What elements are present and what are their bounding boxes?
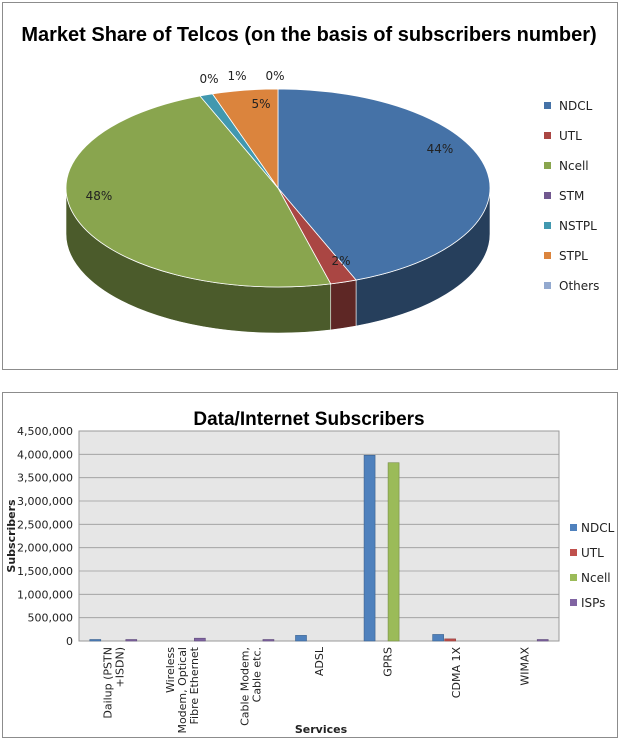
bar-utl-5 [444,638,456,642]
pie-legend-swatch-ncell [544,162,551,169]
x-category-label-line: WIMAX [519,647,532,686]
pie-label-ncell: 48% [86,189,113,203]
pie-legend-label-others: Others [559,279,599,293]
x-category-label-line: +ISDN) [113,647,126,687]
pie-label-ndcl: 44% [427,142,454,156]
x-category-label-line: ADSL [313,646,326,676]
y-tick-label: 1,500,000 [17,565,73,578]
bar-ncell-4 [387,462,400,642]
subscribers-chart-panel: Data/Internet Subscribers 0 500,000 1,000,0… [2,392,618,738]
pie-legend-label-stpl: STPL [559,249,588,263]
bar-legend: NDCL UTL Ncell ISPs [570,521,615,610]
bar-legend-swatch-ncell [570,574,577,581]
x-category-label-line: Modem, Optical [176,647,189,734]
pie-legend-swatch-stm [544,192,551,199]
bars [89,454,549,642]
x-category-label: ADSL [313,646,326,676]
bar-legend-swatch-ndcl [570,524,577,531]
pie-label-others: 0% [265,69,284,83]
data-internet-bar-chart: Data/Internet Subscribers 0 500,000 1,000,0… [5,409,615,736]
pie-slice-stpl [211,88,279,190]
pie-legend: NDCL UTL Ncell STM NSTPL STPL Others [544,99,599,293]
bar-isps-0 [125,639,138,642]
x-category-label-line: CDMA 1X [450,647,463,699]
bar-ndcl-0 [89,639,102,642]
pie-legend-label-utl: UTL [559,129,582,143]
x-category-label-line: Cable etc. [250,647,263,702]
y-tick-label: 2,000,000 [17,542,73,555]
market-share-pie-chart: Market Share of Telcos (on the basis of … [21,24,599,334]
pie-legend-swatch-nstpl [544,222,551,229]
pie-label-stm: 0% [199,72,218,86]
pie-legend-label-nstpl: NSTPL [559,219,597,233]
bar-isps-1 [194,637,206,642]
x-category-label-line: GPRS [382,647,395,677]
market-share-chart-panel: Market Share of Telcos (on the basis of … [2,2,618,370]
x-axis-title: Services [295,723,348,736]
plot-area [78,430,560,642]
bar-legend-label-isps: ISPs [581,596,605,610]
pie-slices [65,88,491,288]
pie-legend-label-ncell: Ncell [559,159,589,173]
y-tick-label: 4,000,000 [17,448,73,461]
pie-legend-swatch-ndcl [544,102,551,109]
bar-title: Data/Internet Subscribers [193,409,424,430]
pie-legend-swatch-stpl [544,252,551,259]
y-tick-label: 0 [66,635,73,648]
pie-slice-ndcl [277,88,491,281]
y-tick-label: 2,500,000 [17,518,73,531]
gridlines [79,430,559,642]
x-category-label: GPRS [382,647,395,677]
bar-legend-label-ncell: Ncell [581,571,611,585]
pie-label-stpl: 5% [251,97,270,111]
pie-legend-label-stm: STM [559,189,584,203]
y-axis-title: Subscribers [5,499,18,573]
x-category-label: CDMA 1X [450,647,463,699]
x-category-label: WIMAX [519,647,532,686]
x-category-label: Cable Modem, Cable etc. [238,647,263,726]
bar-isps-2 [262,639,275,642]
y-tick-label: 500,000 [28,612,74,625]
bar-isps-6 [536,639,549,642]
x-category-label-line: Cable Modem, [238,647,251,726]
pie-title: Market Share of Telcos (on the basis of … [21,24,596,46]
bar-legend-label-utl: UTL [581,546,604,560]
pie-legend-swatch-others [544,282,551,289]
pie-slice-ncell [65,95,332,288]
y-tick-label: 4,500,000 [17,425,73,438]
x-category-label: Dailup (PSTN +ISDN) [101,647,126,719]
x-category-label-line: Dailup (PSTN [101,647,114,719]
pie-3d-sides [65,187,491,334]
bar-ndcl-3 [295,635,307,642]
pie-label-nstpl: 1% [227,69,246,83]
bar-ndcl-5 [432,634,444,642]
pie-label-utl: 2% [331,254,350,268]
bar-legend-swatch-isps [570,599,577,606]
y-tick-label: 3,000,000 [17,495,73,508]
bar-legend-swatch-utl [570,549,577,556]
pie-side-utl [330,279,357,331]
x-category-label: Wireless Modem, Optical Fibre Ethernet [164,646,201,733]
y-tick-label: 1,000,000 [17,588,73,601]
x-category-label-line: Wireless [164,647,177,693]
pie-legend-label-ndcl: NDCL [559,99,593,113]
bar-legend-label-ndcl: NDCL [581,521,615,535]
x-category-label-line: Fibre Ethernet [188,646,201,724]
bar-ndcl-4 [363,454,376,642]
pie-legend-swatch-utl [544,132,551,139]
y-tick-label: 3,500,000 [17,472,73,485]
